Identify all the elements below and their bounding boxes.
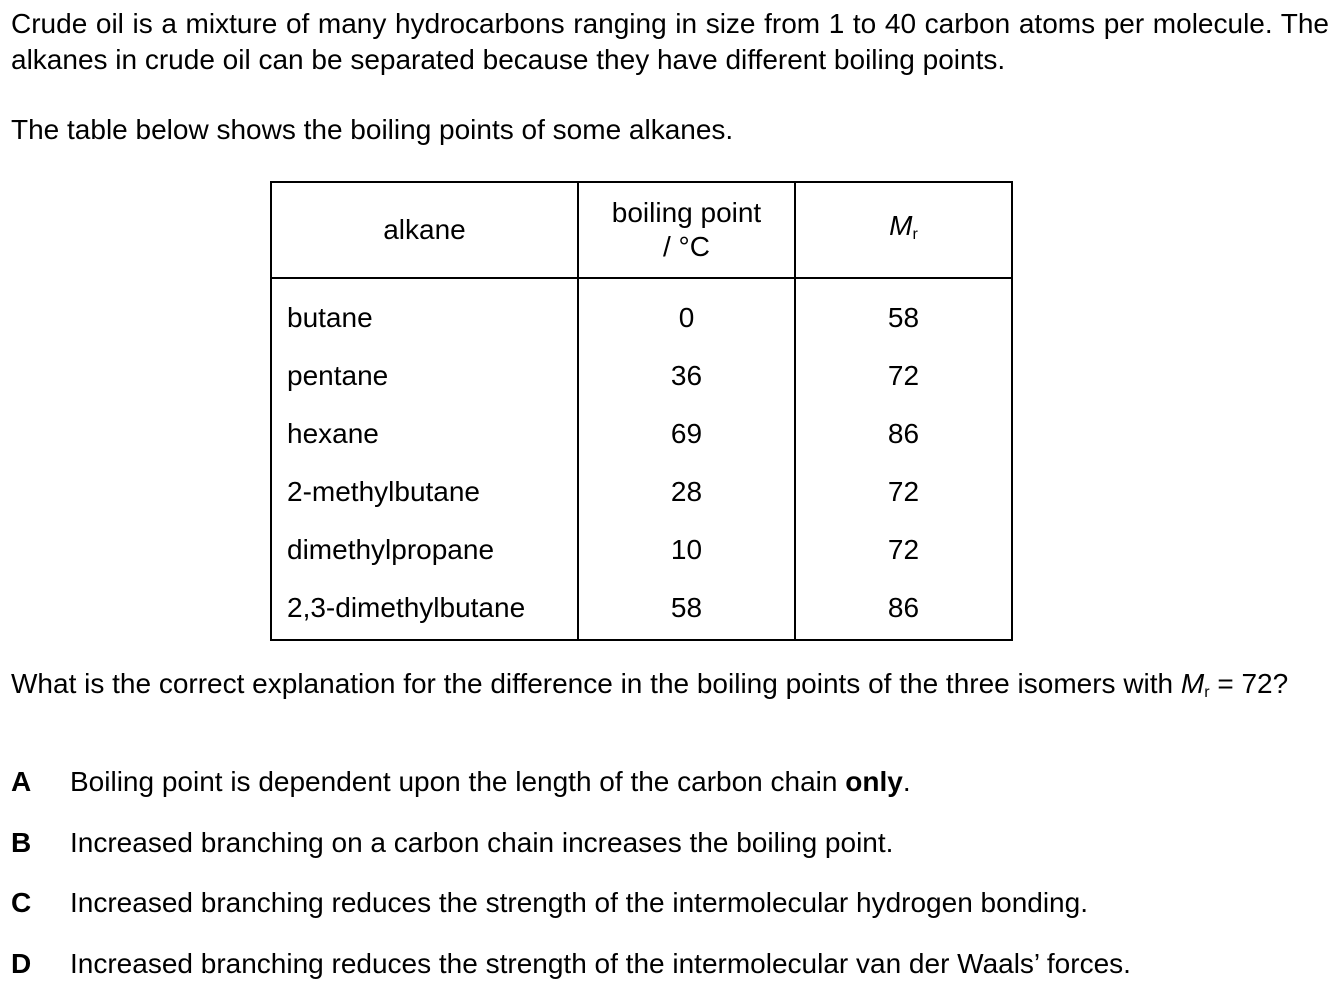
cell-mr: 86	[795, 579, 1012, 640]
option-a[interactable]: A Boiling point is dependent upon the le…	[11, 764, 1329, 825]
cell-alkane: 2-methylbutane	[271, 463, 578, 521]
table-row: 2-methylbutane 28 72	[271, 463, 1012, 521]
table-row: pentane 36 72	[271, 347, 1012, 405]
header-mr: Mr	[795, 182, 1012, 278]
intro-paragraph: Crude oil is a mixture of many hydrocarb…	[11, 6, 1329, 78]
option-letter: D	[11, 946, 70, 982]
cell-alkane: pentane	[271, 347, 578, 405]
cell-alkane: butane	[271, 278, 578, 347]
cell-boiling-point: 28	[578, 463, 795, 521]
question-body: What is the correct explanation for the …	[11, 668, 1173, 699]
table-intro-text: The table below shows the boiling points…	[11, 112, 1329, 148]
cell-alkane: dimethylpropane	[271, 521, 578, 579]
option-text: Increased branching reduces the strength…	[70, 885, 1329, 921]
answer-options: A Boiling point is dependent upon the le…	[11, 764, 1329, 1006]
cell-boiling-point: 36	[578, 347, 795, 405]
option-text: Increased branching on a carbon chain in…	[70, 825, 1329, 861]
cell-mr: 72	[795, 521, 1012, 579]
header-mr-symbol: M	[889, 210, 912, 241]
option-letter: C	[11, 885, 70, 921]
question-tail: = 72?	[1210, 668, 1289, 699]
cell-boiling-point: 10	[578, 521, 795, 579]
table-row: 2,3-dimethylbutane 58 86	[271, 579, 1012, 640]
table-row: dimethylpropane 10 72	[271, 521, 1012, 579]
cell-alkane: hexane	[271, 405, 578, 463]
option-c[interactable]: C Increased branching reduces the streng…	[11, 885, 1329, 946]
option-text: Increased branching reduces the strength…	[70, 946, 1329, 982]
cell-mr: 86	[795, 405, 1012, 463]
header-alkane: alkane	[271, 182, 578, 278]
option-b[interactable]: B Increased branching on a carbon chain …	[11, 825, 1329, 886]
option-d[interactable]: D Increased branching reduces the streng…	[11, 946, 1329, 1006]
cell-mr: 58	[795, 278, 1012, 347]
cell-alkane: 2,3-dimethylbutane	[271, 579, 578, 640]
cell-boiling-point: 58	[578, 579, 795, 640]
option-letter: A	[11, 764, 70, 800]
header-bp-line2: / °C	[663, 231, 710, 262]
table-row: hexane 69 86	[271, 405, 1012, 463]
cell-boiling-point: 0	[578, 278, 795, 347]
table-row: butane 0 58	[271, 278, 1012, 347]
question-mr-symbol: M	[1181, 668, 1204, 699]
option-text: Boiling point is dependent upon the leng…	[70, 764, 1329, 800]
cell-mr: 72	[795, 347, 1012, 405]
alkane-table: alkane boiling point / °C Mr butane 0 58…	[270, 181, 1013, 641]
option-emphasis: only	[845, 766, 903, 797]
header-boiling-point: boiling point / °C	[578, 182, 795, 278]
cell-boiling-point: 69	[578, 405, 795, 463]
question-text: What is the correct explanation for the …	[11, 666, 1329, 711]
cell-mr: 72	[795, 463, 1012, 521]
header-bp-line1: boiling point	[612, 197, 761, 228]
header-mr-subscript: r	[913, 226, 918, 243]
table-header-row: alkane boiling point / °C Mr	[271, 182, 1012, 278]
option-letter: B	[11, 825, 70, 861]
